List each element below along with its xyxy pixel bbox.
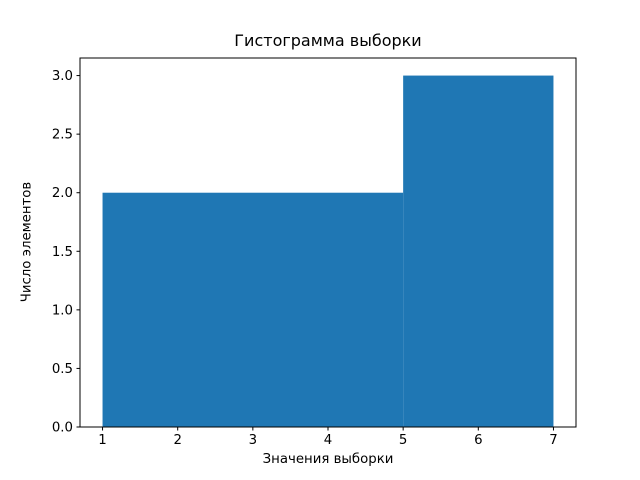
histogram-bar bbox=[102, 192, 404, 427]
y-tick-label: 0.0 bbox=[52, 421, 73, 436]
x-tick-label: 5 bbox=[399, 433, 407, 448]
x-tick-label: 2 bbox=[173, 433, 181, 448]
y-tick-label: 3.0 bbox=[52, 69, 73, 84]
x-tick-label: 3 bbox=[249, 433, 257, 448]
y-tick-label: 1.5 bbox=[52, 245, 73, 260]
y-tick-label: 0.5 bbox=[52, 362, 73, 377]
y-tick-label: 2.0 bbox=[52, 186, 73, 201]
y-axis-label: Число элементов bbox=[19, 181, 35, 303]
x-tick-label: 1 bbox=[98, 433, 106, 448]
x-tick-label: 7 bbox=[549, 433, 557, 448]
x-tick-label: 4 bbox=[324, 433, 332, 448]
x-axis-label: Значения выборки bbox=[262, 452, 394, 467]
x-tick-label: 6 bbox=[474, 433, 482, 448]
histogram-bar bbox=[403, 75, 554, 428]
y-tick-label: 2.5 bbox=[52, 128, 73, 143]
y-tick-label: 1.0 bbox=[52, 303, 73, 318]
chart-title: Гистограмма выборки bbox=[234, 31, 422, 50]
